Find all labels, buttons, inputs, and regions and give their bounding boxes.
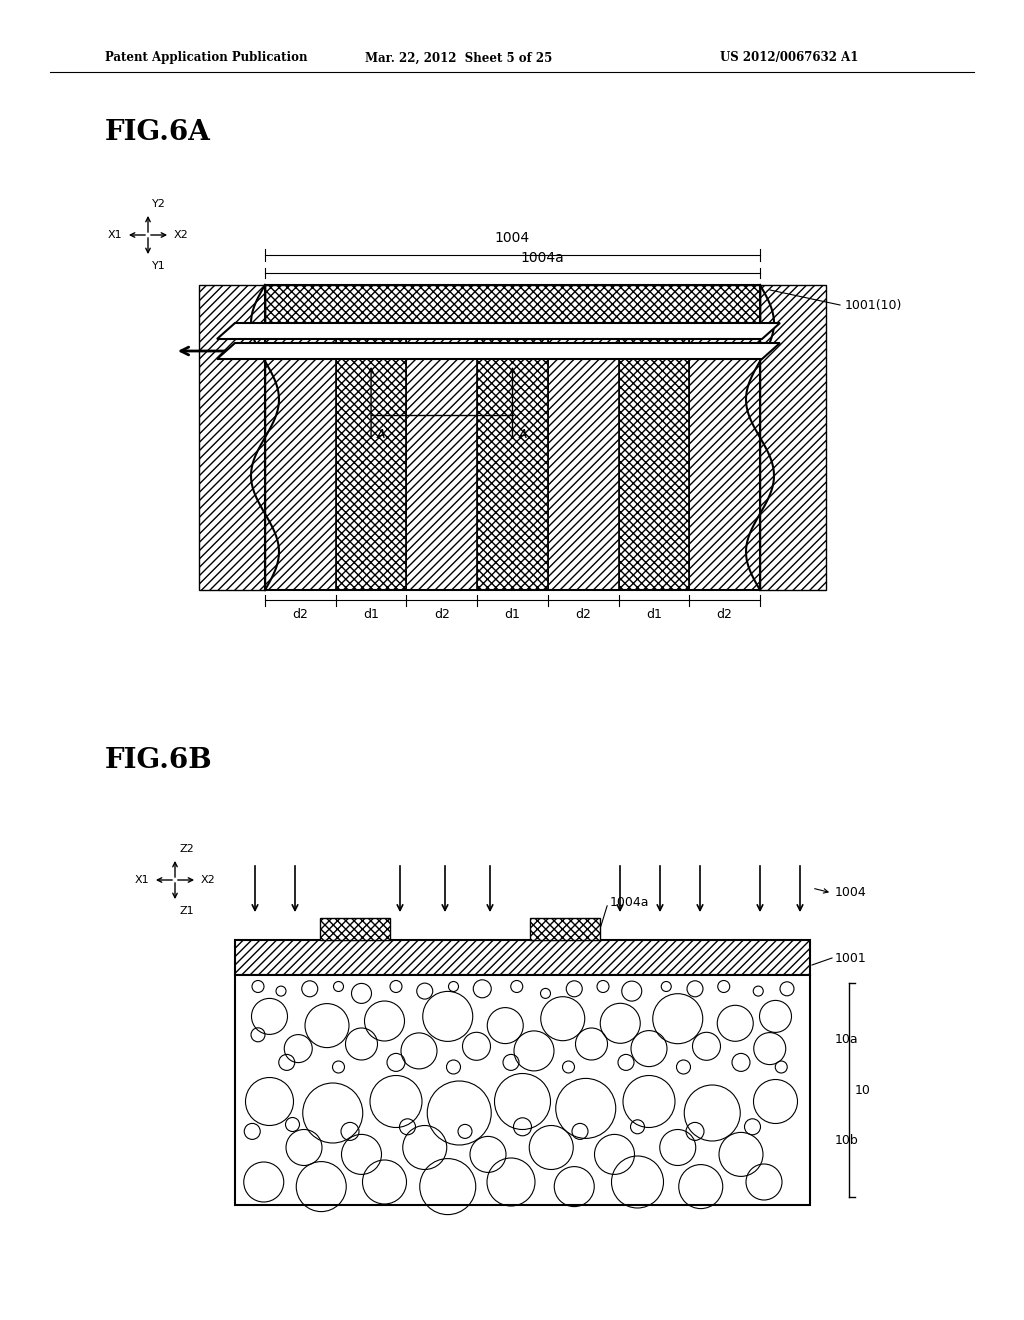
Text: d2: d2: [293, 609, 308, 622]
Text: 1001: 1001: [835, 952, 866, 965]
Text: d2: d2: [434, 609, 450, 622]
Bar: [199, 285, 265, 590]
Bar: [530, 917, 600, 940]
Text: Z1: Z1: [179, 906, 194, 916]
Text: d2: d2: [717, 609, 732, 622]
Bar: [618, 325, 689, 590]
Text: 1004a: 1004a: [610, 896, 649, 909]
Bar: [336, 325, 407, 590]
Bar: [407, 325, 477, 590]
Bar: [689, 325, 760, 590]
Text: FIG.6B: FIG.6B: [105, 747, 213, 774]
Text: X1: X1: [108, 230, 122, 240]
Text: d1: d1: [364, 609, 379, 622]
Text: 10: 10: [855, 1084, 870, 1097]
Text: FIG.6A: FIG.6A: [105, 119, 211, 145]
Bar: [234, 940, 810, 975]
Bar: [548, 325, 618, 590]
Bar: [477, 325, 548, 590]
Text: 10a: 10a: [835, 1034, 859, 1045]
Text: d1: d1: [505, 609, 520, 622]
Text: Mar. 22, 2012  Sheet 5 of 25: Mar. 22, 2012 Sheet 5 of 25: [365, 51, 552, 65]
Text: 1001(10): 1001(10): [845, 298, 902, 312]
Bar: [760, 285, 826, 590]
Text: 1004: 1004: [835, 887, 866, 899]
Polygon shape: [217, 323, 780, 339]
Text: A: A: [377, 429, 386, 441]
Text: 1004a: 1004a: [520, 251, 564, 265]
Text: X2: X2: [201, 875, 216, 884]
Text: X2: X2: [174, 230, 188, 240]
Text: X1: X1: [134, 875, 150, 884]
Bar: [234, 975, 810, 1205]
Text: 10b: 10b: [835, 1134, 859, 1147]
Bar: [265, 285, 760, 325]
Text: Patent Application Publication: Patent Application Publication: [105, 51, 307, 65]
Bar: [265, 325, 336, 590]
Text: Y2: Y2: [152, 199, 166, 209]
Text: d1: d1: [646, 609, 662, 622]
Text: d2: d2: [575, 609, 591, 622]
Text: US 2012/0067632 A1: US 2012/0067632 A1: [720, 51, 858, 65]
Bar: [319, 917, 390, 940]
Bar: [199, 285, 265, 590]
Text: Y1: Y1: [152, 261, 166, 271]
Text: Z2: Z2: [179, 843, 194, 854]
Text: 1004: 1004: [495, 231, 530, 246]
Polygon shape: [217, 343, 780, 359]
Bar: [760, 285, 826, 590]
Text: A: A: [518, 429, 527, 441]
